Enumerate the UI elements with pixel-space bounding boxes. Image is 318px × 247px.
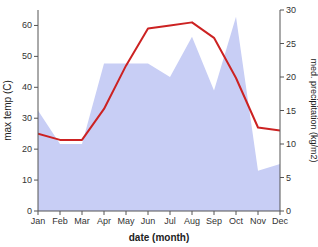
y-tick-label: 20: [22, 144, 32, 154]
y2-tick: [280, 10, 284, 11]
x-tick-label: Jun: [141, 216, 156, 226]
x-tick-label: Oct: [229, 216, 244, 226]
y-tick: [34, 56, 38, 57]
x-tick: [258, 211, 259, 215]
x-tick: [82, 211, 83, 215]
y2-tick-label: 10: [286, 139, 296, 149]
x-tick: [104, 211, 105, 215]
y2-tick-label: 30: [286, 5, 296, 15]
x-tick: [148, 211, 149, 215]
x-tick-label: May: [117, 216, 135, 226]
y2-tick: [280, 110, 284, 111]
x-tick-label: Sep: [206, 216, 222, 226]
x-tick-label: Jan: [31, 216, 46, 226]
y-tick-label: 60: [22, 20, 32, 30]
y2-axis-title: med. precipitation (kg/m2): [309, 58, 318, 162]
chart: 0 10 20 30 40 50 60 0 5 10 15 20 25 30 Jan Feb Mar Apr May…: [0, 0, 318, 247]
x-tick-label: Jul: [164, 216, 176, 226]
y2-tick: [280, 144, 284, 145]
precipitation-area: [38, 17, 280, 211]
y2-tick: [280, 211, 284, 212]
x-tick: [280, 211, 281, 215]
x-tick-label: Mar: [74, 216, 90, 226]
y-tick: [34, 211, 38, 212]
y2-tick: [280, 77, 284, 78]
y2-tick-label: 25: [286, 39, 296, 49]
x-tick-label: Feb: [52, 216, 68, 226]
y2-tick: [280, 43, 284, 44]
y-tick-label: 40: [22, 82, 32, 92]
x-tick: [126, 211, 127, 215]
x-tick-label: Nov: [250, 216, 267, 226]
y2-tick-label: 15: [286, 106, 296, 116]
y-tick-label: 10: [22, 175, 32, 185]
y-tick: [34, 180, 38, 181]
x-tick: [170, 211, 171, 215]
y2-tick: [280, 177, 284, 178]
x-tick: [192, 211, 193, 215]
y-tick-label: 50: [22, 51, 32, 61]
x-tick: [236, 211, 237, 215]
y-tick: [34, 25, 38, 26]
plot-area: [38, 17, 280, 211]
x-tick-label: Apr: [97, 216, 111, 226]
y-axis-title: max temp (C): [2, 80, 13, 141]
y2-tick-label: 0: [286, 206, 291, 216]
x-axis-line: [38, 211, 280, 212]
x-tick-label: Dec: [272, 216, 289, 226]
y2-tick-label: 20: [286, 72, 296, 82]
left-axis-line: [38, 10, 39, 211]
x-tick: [38, 211, 39, 215]
x-axis-title: date (month): [129, 232, 190, 243]
x-tick-label: Aug: [184, 216, 200, 226]
y-tick-label: 0: [27, 206, 32, 216]
y-tick: [34, 87, 38, 88]
y2-tick-label: 5: [286, 173, 291, 183]
temperature-line: [38, 22, 280, 140]
x-tick: [60, 211, 61, 215]
y-tick: [34, 149, 38, 150]
y-tick-label: 30: [22, 113, 32, 123]
y-tick: [34, 118, 38, 119]
x-tick: [214, 211, 215, 215]
